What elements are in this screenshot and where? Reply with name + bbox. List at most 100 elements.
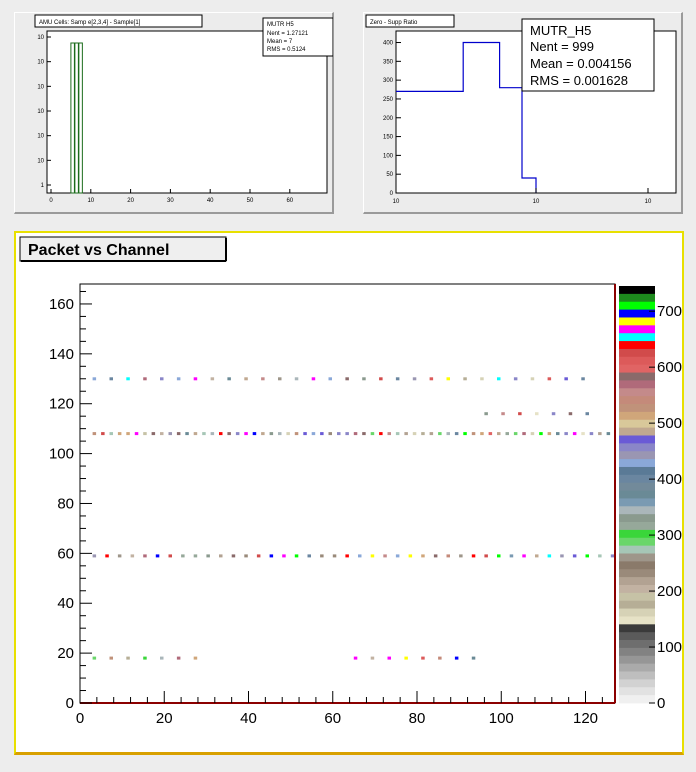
heatmap-cell bbox=[294, 432, 299, 436]
heatmap-cell bbox=[286, 432, 290, 436]
heatmap-cell bbox=[379, 432, 383, 436]
zero-y-tick-label: 200 bbox=[383, 116, 394, 122]
heatmap-cell bbox=[143, 377, 147, 381]
amu-stats-line: Mean = 7 bbox=[267, 39, 293, 45]
palette-swatch bbox=[619, 498, 655, 507]
heatmap-cell bbox=[278, 432, 282, 436]
palette-swatch bbox=[619, 388, 655, 397]
heatmap-y-tick-label: 100 bbox=[49, 446, 74, 463]
amu-bars bbox=[70, 42, 83, 194]
heatmap-cell bbox=[581, 377, 585, 381]
heatmap-cell bbox=[459, 554, 463, 558]
zero-stats-line: Nent = 999 bbox=[530, 39, 594, 54]
heatmap-x-tick-label: 0 bbox=[76, 710, 84, 727]
heatmap-x-tick-label: 80 bbox=[409, 710, 426, 727]
palette-tick-label: 100 bbox=[657, 639, 682, 656]
heatmap-cell bbox=[362, 377, 366, 381]
heatmap-cell bbox=[320, 554, 324, 558]
amu-stats-title: MUTR H5 bbox=[267, 22, 294, 28]
heatmap-cell bbox=[126, 432, 130, 436]
heatmap-cell bbox=[269, 432, 274, 436]
amu-x-tick-label: 10 bbox=[87, 198, 94, 204]
amu-stats-line: Nent = 1.27121 bbox=[267, 31, 309, 37]
heatmap-cell bbox=[345, 432, 349, 436]
heatmap-cell bbox=[244, 432, 248, 436]
amu-y-tick-label: 10 bbox=[37, 109, 44, 115]
heatmap-y-tick-label: 120 bbox=[49, 396, 74, 413]
heatmap-cell bbox=[547, 432, 552, 436]
zero-y-tick-label: 50 bbox=[386, 172, 393, 178]
amu-y-tick-label: 10 bbox=[37, 134, 44, 140]
palette-swatch bbox=[619, 341, 655, 350]
zero-y-ticks: 0 50 100 150 200 250 300 350 400 bbox=[383, 41, 401, 197]
heatmap-cell bbox=[358, 554, 362, 558]
heatmap-cell bbox=[463, 432, 467, 436]
heatmap-cell bbox=[117, 554, 122, 558]
zero-supp-histogram bbox=[396, 41, 537, 193]
heatmap-cell bbox=[311, 432, 316, 436]
heatmap-x-ticks: 0 20 40 60 80 100 120 bbox=[76, 691, 603, 727]
palette-swatch bbox=[619, 640, 655, 649]
heatmap-x-tick-label: 40 bbox=[240, 710, 257, 727]
palette-swatch bbox=[619, 553, 655, 562]
palette-swatch bbox=[619, 396, 655, 405]
heatmap-cell bbox=[219, 554, 223, 558]
heatmap-cell bbox=[501, 412, 505, 416]
heatmap-cell bbox=[379, 377, 383, 381]
zero-y-tick-label: 300 bbox=[383, 78, 394, 84]
heatmap-cell bbox=[235, 432, 240, 436]
heatmap-cell bbox=[598, 432, 602, 436]
amu-y-tick-label: 10 bbox=[37, 84, 44, 90]
amu-cells-pad: AMU Cells: Samp e[2,3,4] - Sample[1] 1 10… bbox=[14, 12, 334, 214]
heatmap-cell bbox=[513, 377, 518, 381]
amu-y-tick-label: 10 bbox=[37, 60, 44, 66]
heatmap-cell bbox=[480, 432, 484, 436]
heatmap-cell bbox=[395, 377, 400, 381]
palette-swatch bbox=[619, 466, 655, 476]
heatmap-cell bbox=[421, 656, 425, 660]
heatmap-cell bbox=[446, 432, 450, 436]
heatmap-cell bbox=[193, 554, 198, 558]
palette-swatch bbox=[619, 333, 655, 342]
palette-swatch bbox=[619, 443, 655, 452]
heatmap-cell bbox=[168, 432, 172, 436]
heatmap-cell bbox=[210, 432, 215, 436]
palette-swatch bbox=[619, 419, 655, 429]
heatmap-cell bbox=[412, 432, 417, 436]
palette-swatch bbox=[619, 608, 655, 617]
heatmap-cell bbox=[581, 432, 585, 436]
amu-y-tick-label: 10 bbox=[37, 158, 44, 164]
heatmap-cell bbox=[345, 554, 349, 558]
heatmap-cell bbox=[404, 432, 408, 436]
palette-swatch bbox=[619, 317, 655, 326]
heatmap-cell bbox=[210, 377, 215, 381]
heatmap-cell bbox=[522, 432, 526, 436]
palette-swatch bbox=[619, 506, 655, 515]
heatmap-y-tick-label: 0 bbox=[66, 695, 74, 712]
heatmap-cell bbox=[505, 432, 509, 436]
heatmap-cell bbox=[395, 554, 400, 558]
heatmap-cell bbox=[497, 432, 501, 436]
palette-swatch bbox=[619, 348, 655, 358]
heatmap-cell bbox=[551, 412, 556, 416]
zero-x-ticks: 10 10 10 bbox=[393, 188, 652, 205]
heatmap-cell bbox=[484, 412, 488, 416]
palette-swatch bbox=[619, 695, 655, 704]
palette-swatch bbox=[619, 356, 655, 366]
heatmap-cell bbox=[564, 432, 568, 436]
zero-y-tick-label: 350 bbox=[383, 59, 394, 65]
heatmap-cell bbox=[438, 656, 442, 660]
palette-tick-label: 600 bbox=[657, 359, 682, 376]
heatmap-cell bbox=[219, 432, 223, 436]
heatmap-cell bbox=[105, 554, 109, 558]
palette-swatch bbox=[619, 616, 655, 625]
heatmap-cell bbox=[547, 554, 552, 558]
color-palette bbox=[619, 286, 655, 704]
heatmap-cell bbox=[522, 554, 526, 558]
palette-tick-label: 0 bbox=[657, 695, 665, 712]
heatmap-cell bbox=[92, 554, 97, 558]
amu-stats-line: RMS = 0.5124 bbox=[267, 47, 306, 53]
zero-y-tick-label: 400 bbox=[383, 41, 394, 47]
heatmap-cell bbox=[438, 432, 442, 436]
palette-swatch bbox=[619, 592, 655, 602]
